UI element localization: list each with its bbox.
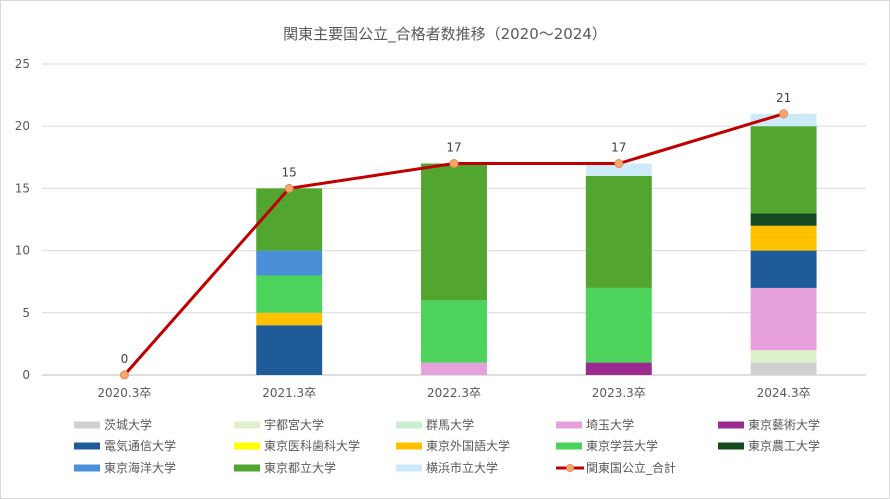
bar-segment (750, 287, 817, 351)
legend-label: 横浜市立大学 (426, 460, 498, 475)
y-tick-label: 10 (15, 244, 30, 258)
legend-marker (566, 464, 574, 472)
legend-label: 宇都宮大学 (264, 417, 324, 432)
bars (256, 113, 817, 375)
total-point (614, 159, 624, 169)
data-label: 17 (446, 141, 461, 155)
bar-segment (421, 362, 487, 375)
legend-swatch (74, 442, 100, 450)
bar-segment (256, 188, 323, 251)
bar-segment (256, 250, 323, 276)
x-tick-label: 2022.3卒 (427, 386, 481, 400)
bar-segment (585, 287, 652, 363)
legend-swatch (396, 442, 422, 450)
legend-swatch (234, 442, 260, 450)
legend-label: 茨城大学 (104, 417, 152, 432)
bar-segment (750, 250, 817, 288)
x-tick-label: 2020.3卒 (97, 386, 151, 400)
y-tick-label: 0 (22, 368, 30, 382)
legend-swatch (396, 464, 422, 472)
x-tick-label: 2021.3卒 (262, 386, 316, 400)
bar-segment (750, 126, 817, 214)
total-point (119, 370, 129, 380)
legend-swatch (718, 442, 744, 450)
x-tick-label: 2024.3卒 (757, 386, 811, 400)
legend-label: 電気通信大学 (104, 438, 176, 453)
bar-segment (421, 300, 487, 363)
bar-segment (750, 113, 817, 127)
data-label: 17 (611, 141, 626, 155)
bar-segment (256, 275, 323, 313)
data-label: 0 (121, 352, 129, 366)
bar-segment (750, 213, 817, 226)
chart-title: 関東主要国公立_合格者数推移（2020～2024） (283, 25, 607, 44)
bar-segment (585, 163, 652, 176)
legend-swatch (234, 421, 260, 429)
bar-segment (750, 350, 817, 363)
bar-segment (750, 362, 817, 375)
total-point (449, 159, 459, 169)
bar-segment (256, 325, 323, 375)
total-line: 0 15 17 17 21 (119, 91, 791, 380)
x-axis: 2020.3卒 2021.3卒 2022.3卒 2023.3卒 2024.3卒 (97, 386, 810, 400)
legend-label: 埼玉大学 (586, 417, 634, 432)
bar-segment (585, 362, 652, 375)
legend-label: 東京学芸大学 (586, 438, 658, 453)
legend-swatch (74, 464, 100, 472)
bar-segment (750, 225, 817, 251)
legend-swatch (234, 464, 260, 472)
legend-label: 東京農工大学 (748, 438, 820, 453)
legend-swatch (556, 421, 582, 429)
x-tick-label: 2023.3卒 (592, 386, 646, 400)
y-tick-label: 15 (15, 181, 30, 195)
legend-swatch (556, 442, 582, 450)
y-tick-label: 20 (15, 119, 30, 133)
legend-swatch (74, 421, 100, 429)
total-point (284, 183, 294, 193)
data-label: 15 (282, 165, 297, 179)
legend-swatch (396, 421, 422, 429)
legend-label: 関東国公立_合計 (586, 460, 676, 475)
legend-swatch (718, 421, 744, 429)
y-tick-label: 25 (15, 57, 30, 71)
legend-label: 東京海洋大学 (104, 460, 176, 475)
legend-label: 東京都立大学 (264, 460, 336, 475)
bar-segment (256, 312, 323, 326)
bar-segment (585, 175, 652, 288)
data-label: 21 (776, 91, 791, 105)
total-point (779, 109, 789, 119)
legend-label: 群馬大学 (426, 417, 474, 432)
bar-segment (421, 163, 487, 301)
y-tick-label: 5 (22, 306, 30, 320)
legend-label: 東京藝術大学 (748, 417, 820, 432)
legend-label: 東京外国語大学 (426, 438, 510, 453)
legend-label: 東京医科歯科大学 (264, 438, 360, 453)
y-axis: 0 5 10 15 20 25 (15, 57, 30, 382)
